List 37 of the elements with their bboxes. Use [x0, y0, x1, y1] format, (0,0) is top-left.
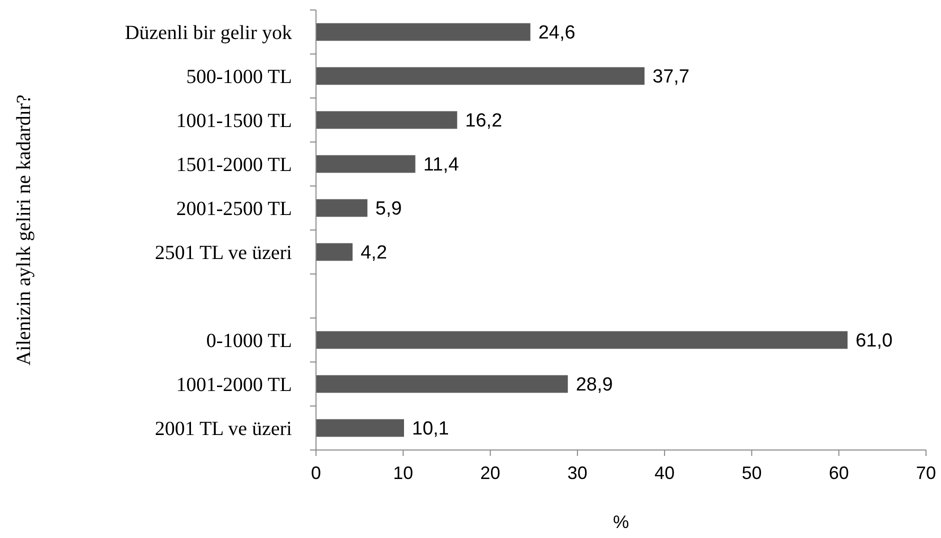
bar	[316, 419, 404, 437]
data-label: 16,2	[465, 110, 502, 132]
data-label: 61,0	[856, 330, 893, 352]
x-tick-label: 50	[742, 462, 762, 483]
bar	[316, 331, 848, 349]
bar	[316, 23, 530, 41]
x-tick-label: 10	[393, 462, 414, 483]
y-tick-label: 0-1000 TL	[206, 330, 292, 352]
y-tick-label: 1001-1500 TL	[176, 110, 292, 132]
y-tick-label: 2501 TL ve üzeri	[154, 242, 292, 264]
y-tick-label: 1001-2000 TL	[176, 374, 292, 396]
bar	[316, 111, 458, 129]
y-tick-label: 2001-2500 TL	[176, 198, 292, 220]
data-label: 4,2	[360, 242, 388, 264]
data-label: 28,9	[576, 374, 613, 396]
bar	[316, 155, 416, 173]
x-tick-label: 0	[310, 462, 322, 483]
bar	[316, 199, 368, 217]
data-label: 37,7	[652, 66, 690, 88]
x-tick-label: 60	[828, 462, 849, 483]
x-axis-title: %	[612, 512, 630, 532]
y-tick-label: 1501-2000 TL	[176, 154, 292, 176]
bar	[316, 243, 353, 261]
x-tick-label: 70	[916, 462, 936, 483]
data-label: 11,4	[423, 154, 460, 176]
y-axis-title: Ailenizin aylık geliri ne kadardır?	[13, 94, 35, 366]
x-tick-label: 40	[654, 462, 675, 483]
bar	[316, 67, 645, 85]
y-tick-label: 500-1000 TL	[186, 66, 292, 88]
x-tick-label: 20	[480, 462, 500, 483]
data-label: 5,9	[375, 198, 402, 220]
y-tick-label: Düzenli bir gelir yok	[124, 22, 292, 44]
bar	[316, 375, 568, 393]
data-label: 24,6	[538, 22, 576, 44]
x-tick-label: 30	[567, 462, 588, 483]
data-label: 10,1	[412, 418, 449, 440]
y-tick-label: 2001 TL ve üzeri	[154, 418, 292, 440]
